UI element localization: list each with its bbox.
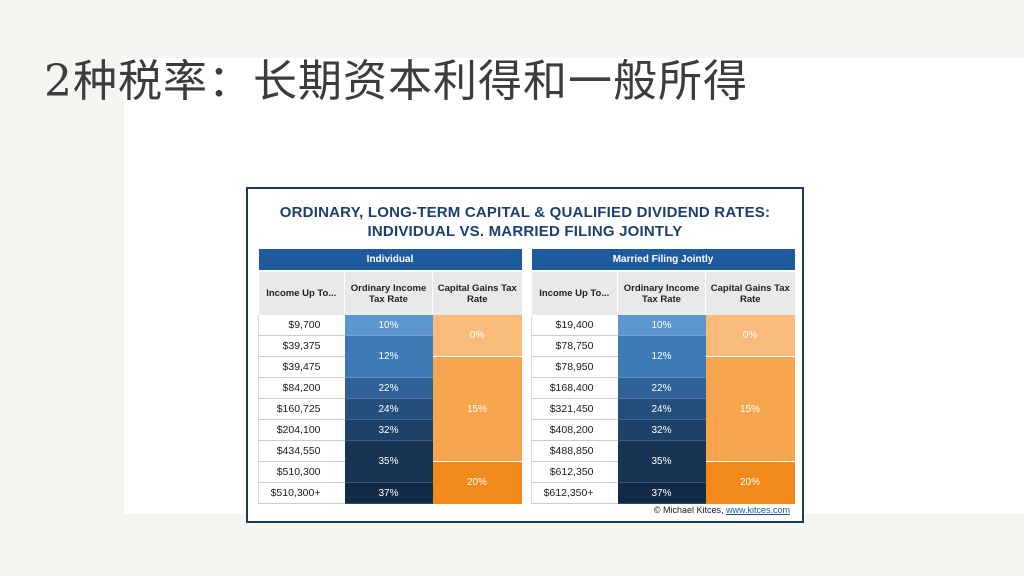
income-amount: $160,725 [258,398,345,420]
income-amount: $408,200 [531,419,618,441]
capital-gains-column-header: Capital Gains Tax Rate [432,271,522,315]
ordinary-rate-cell: 37% [617,482,706,504]
capital-gains-rate-cell: 15% [432,356,522,462]
card-title: ORDINARY, LONG-TERM CAPITAL & QUALIFIED … [248,203,802,241]
married-tax-table: Married Filing Jointly Income Up To... O… [531,249,795,504]
income-amount: $168,400 [531,377,618,399]
ordinary-rate-cell: 10% [617,315,706,336]
income-amount: $84,200 [258,377,345,399]
capital-gains-column-header: Capital Gains Tax Rate [705,271,795,315]
income-amount: $39,475 [258,356,345,378]
ordinary-rate-cell: 22% [617,377,706,399]
income-amount: $488,850 [531,440,618,462]
income-amount: $78,750 [531,335,618,357]
credit-text: © Michael Kitces, [653,505,724,515]
capital-gains-rate-cell: 0% [432,315,522,357]
capital-gains-rate-cell: 15% [705,356,795,462]
income-column-header: Income Up To... [258,271,345,315]
ordinary-rate-cell: 35% [617,440,706,483]
ordinary-rate-cell: 22% [344,377,433,399]
ordinary-rate-cell: 32% [344,419,433,441]
income-amount: $19,400 [531,315,618,336]
ordinary-rate-cell: 12% [617,335,706,378]
ordinary-rate-cell: 10% [344,315,433,336]
tax-rate-card: ORDINARY, LONG-TERM CAPITAL & QUALIFIED … [246,187,804,523]
income-amount: $510,300+ [258,482,345,504]
ordinary-rate-cell: 35% [344,440,433,483]
capital-gains-rate-cell: 20% [432,461,522,504]
ordinary-rate-cell: 12% [344,335,433,378]
income-amount: $39,375 [258,335,345,357]
income-amount: $9,700 [258,315,345,336]
ordinary-rate-column-header: Ordinary Income Tax Rate [344,271,433,315]
slide-title: 2种税率：长期资本利得和一般所得 [44,56,748,107]
income-amount: $321,450 [531,398,618,420]
source-credit: © Michael Kitces, www.kitces.com [654,505,790,515]
ordinary-rate-column-header: Ordinary Income Tax Rate [617,271,706,315]
income-amount: $612,350 [531,461,618,483]
kitces-link[interactable]: www.kitces.com [725,505,790,515]
individual-header: Individual [258,249,522,272]
income-amount: $78,950 [531,356,618,378]
capital-gains-rate-cell: 20% [705,461,795,504]
income-amount: $510,300 [258,461,345,483]
income-amount: $434,550 [258,440,345,462]
married-header: Married Filing Jointly [531,249,795,272]
card-title-line-1: ORDINARY, LONG-TERM CAPITAL & QUALIFIED … [279,204,771,221]
ordinary-rate-cell: 32% [617,419,706,441]
income-amount: $612,350+ [531,482,618,504]
ordinary-rate-cell: 37% [344,482,433,504]
income-column-header: Income Up To... [531,271,618,315]
card-title-line-2: INDIVIDUAL VS. MARRIED FILING JOINTLY [367,223,683,240]
individual-tax-table: Individual Income Up To... Ordinary Inco… [258,249,522,504]
income-amount: $204,100 [258,419,345,441]
capital-gains-rate-cell: 0% [705,315,795,357]
ordinary-rate-cell: 24% [344,398,433,420]
ordinary-rate-cell: 24% [617,398,706,420]
